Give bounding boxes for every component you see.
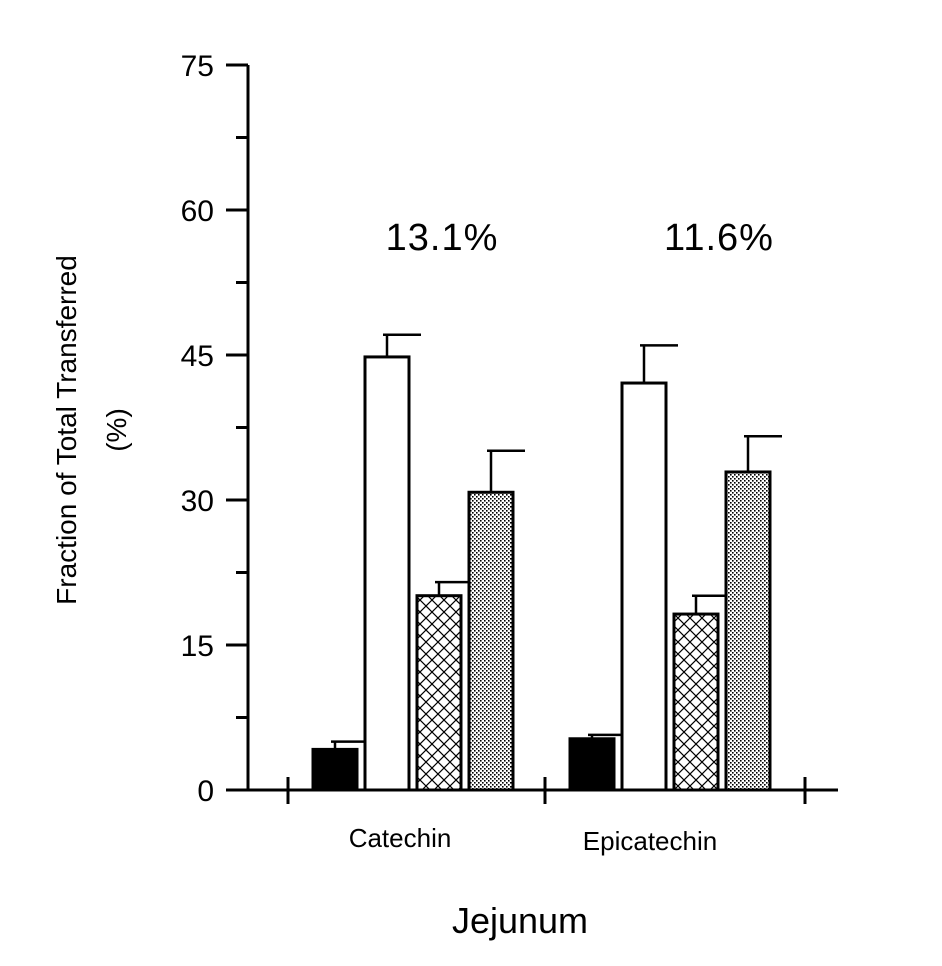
bar-epicatechin-4 (724, 470, 772, 792)
bar-epicatechin-3 (672, 612, 720, 792)
bar-epicatechin-1 (568, 737, 616, 792)
y-tick-label: 45 (181, 340, 214, 373)
y-axis-label: Fraction of Total Transferred (%) (51, 255, 132, 605)
y-tick-label: 60 (181, 195, 214, 228)
x-tick-label-epicatechin: Epicatechin (583, 826, 717, 856)
bar-catechin-1 (311, 747, 359, 792)
annotation-epicatechin: 11.6% (664, 217, 774, 259)
bars (311, 333, 782, 792)
bar-catechin-2 (363, 355, 411, 792)
x-axis-label: Jejunum (452, 900, 588, 941)
y-tick-label: 15 (181, 630, 214, 663)
bar-catechin-4 (467, 490, 515, 792)
y-tick-label: 75 (181, 50, 214, 83)
y-axis-label-line1: Fraction of Total Transferred (51, 255, 82, 605)
y-tick-label: 30 (181, 485, 214, 518)
annotation-catechin: 13.1% (386, 217, 499, 259)
y-tick-label: 0 (197, 775, 214, 808)
y-axis-label-line2: (%) (101, 408, 132, 452)
y-ticks: 0 15 30 45 60 75 (181, 50, 248, 808)
bar-epicatechin-2 (620, 381, 668, 792)
x-tick-label-catechin: Catechin (349, 823, 452, 853)
bar-catechin-3 (415, 594, 463, 792)
y-axis: 0 15 30 45 60 75 (181, 50, 250, 808)
